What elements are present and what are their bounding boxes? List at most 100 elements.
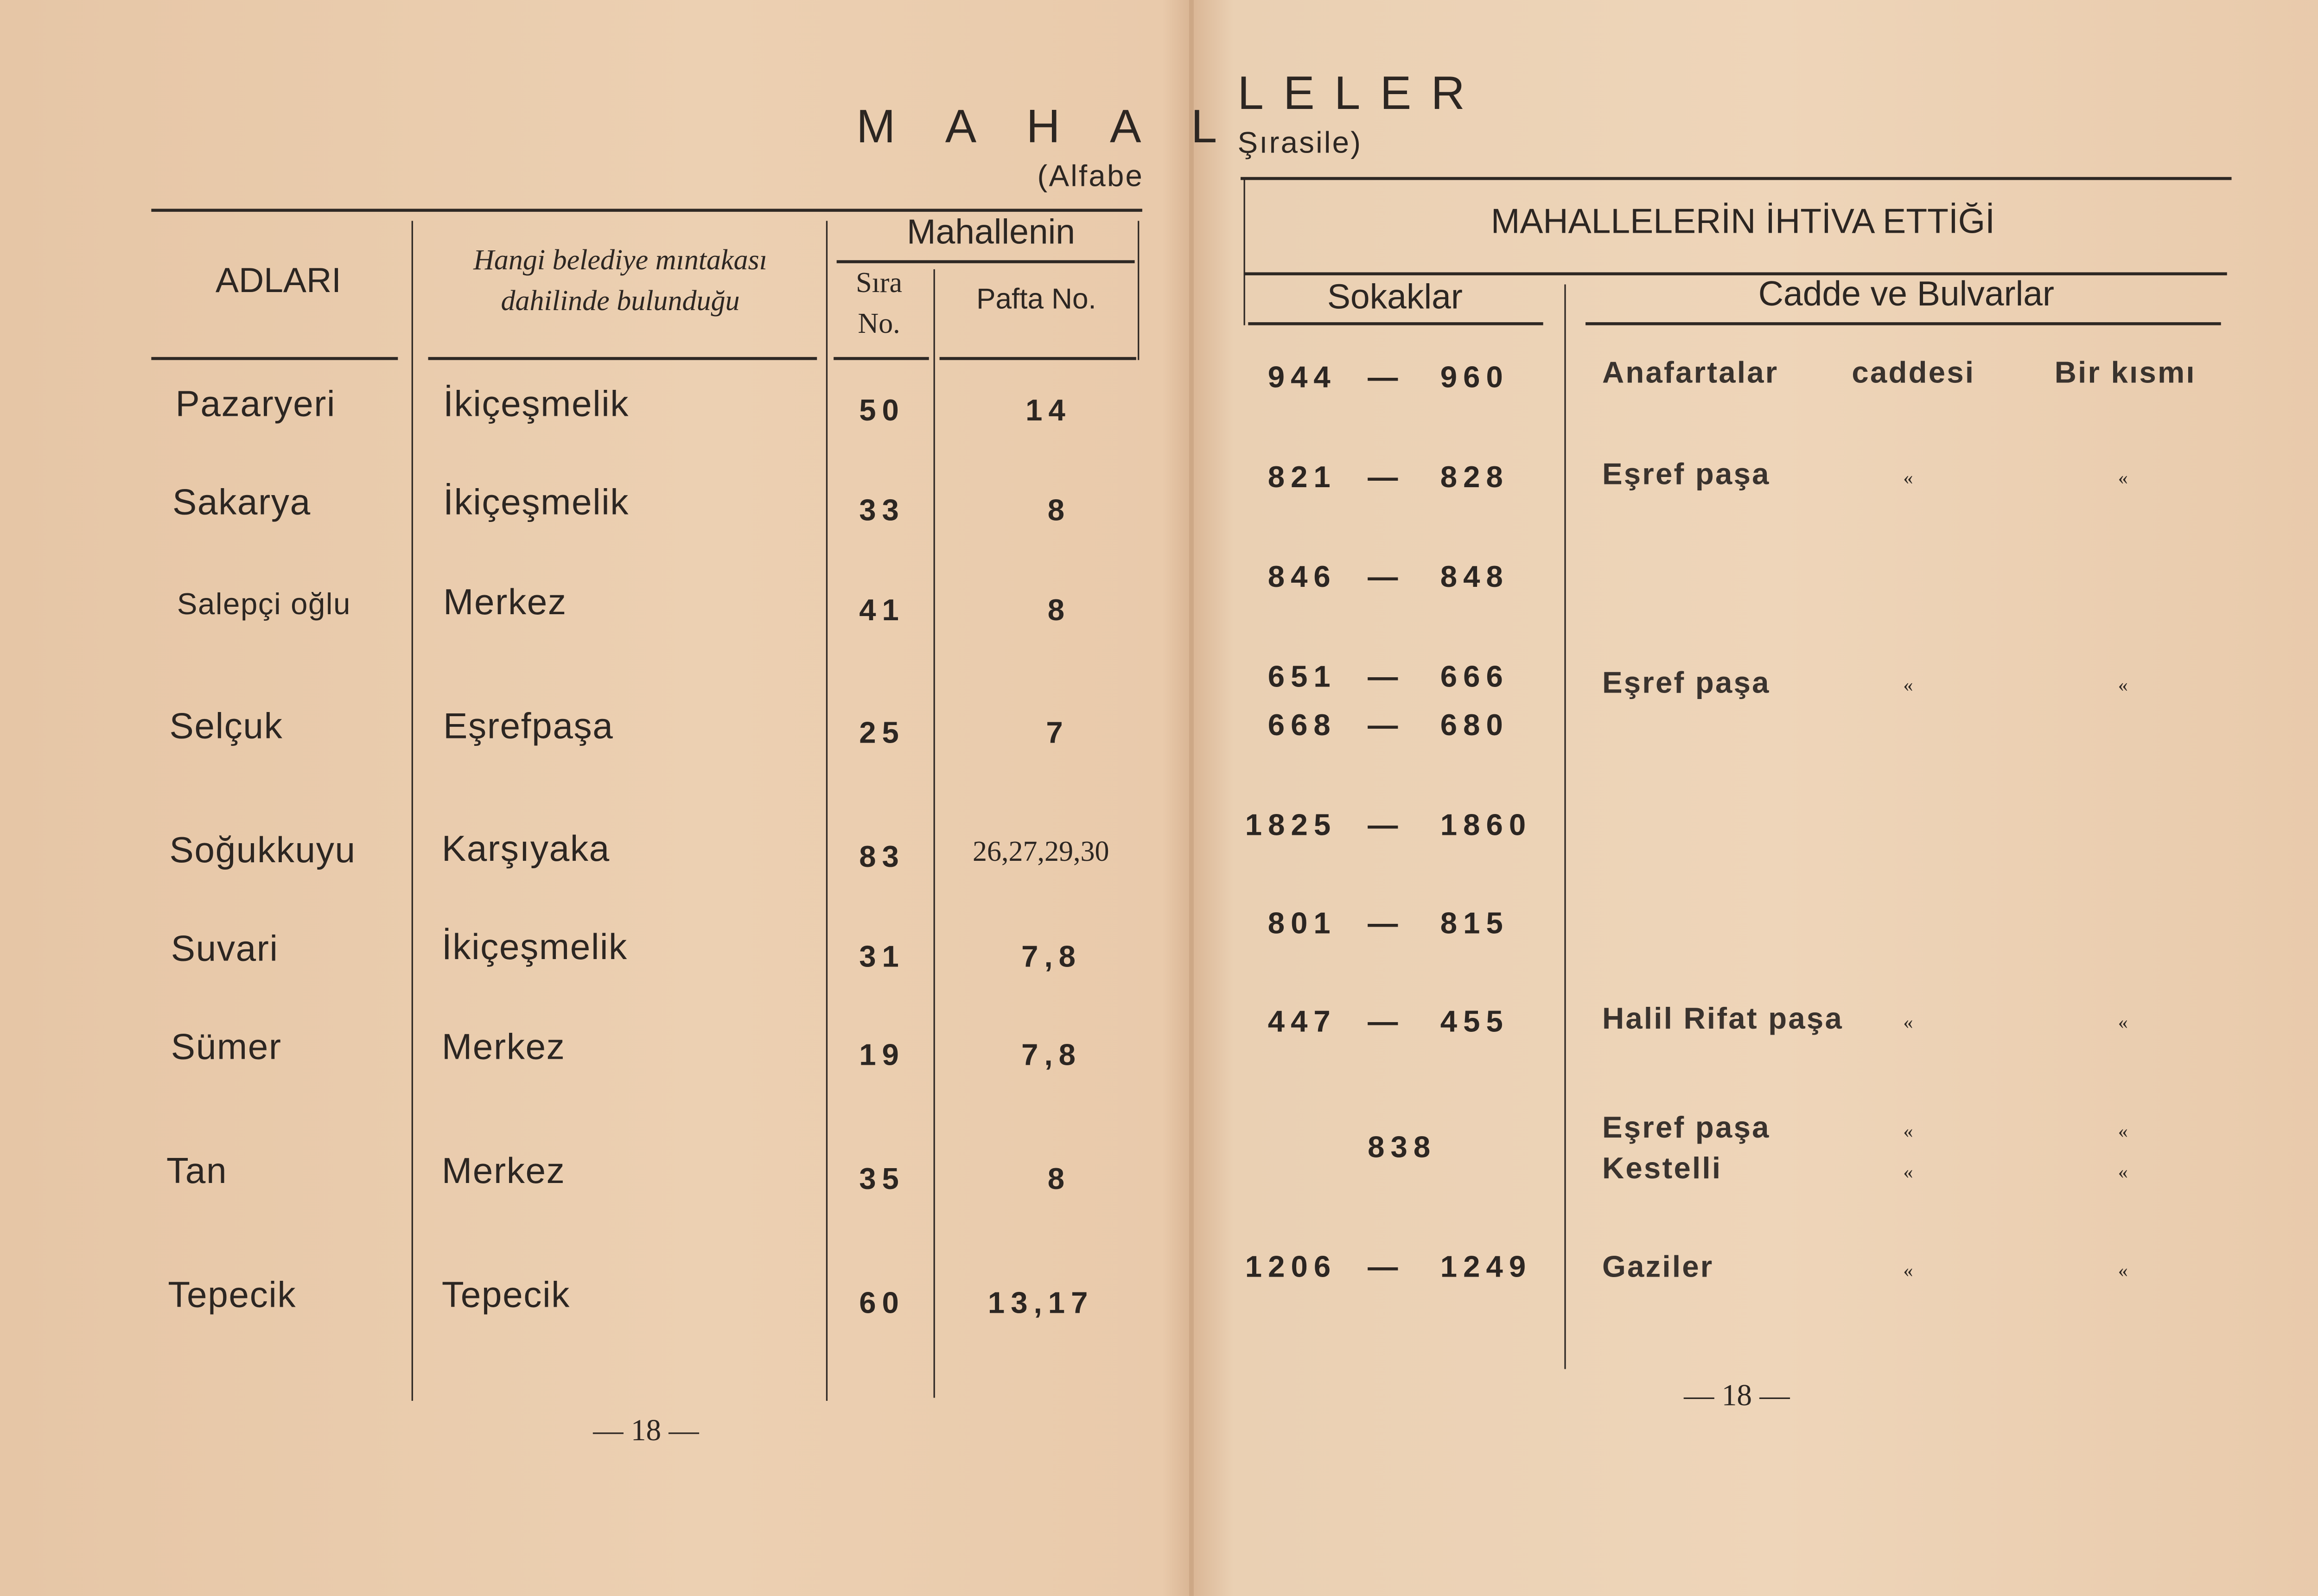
header-sheet: Pafta No.	[976, 284, 1096, 317]
table-top-rule	[151, 209, 1142, 211]
header-avenues: Cadde ve Bulvarlar	[1758, 273, 2055, 313]
order-no: 60	[859, 1287, 905, 1321]
header-group: Mahallenin	[907, 211, 1076, 251]
district: Eşrefpaşa	[443, 706, 614, 748]
ditto-mark: «	[1903, 673, 1913, 696]
order-no: 50	[859, 394, 905, 428]
district: İkiçeşmelik	[441, 927, 628, 968]
neighborhood-name: Salepçi oğlu	[177, 588, 351, 622]
sheet-no: 26,27,29,30	[972, 836, 1109, 869]
header-order-line2: No.	[858, 308, 900, 341]
district: İkiçeşmelik	[443, 384, 630, 426]
avenue-type: caddesi	[1852, 357, 1975, 390]
neighborhood-name: Selçuk	[169, 706, 283, 748]
range-dash: —	[1368, 361, 1404, 395]
title-left-part: M A H A L	[856, 100, 1237, 153]
district: İkiçeşmelik	[443, 483, 630, 524]
street-from: 801	[1267, 908, 1337, 941]
neighborhood-name: Sakarya	[172, 483, 311, 524]
range-dash: —	[1368, 709, 1404, 743]
title-right-part: LELER	[1237, 66, 1485, 120]
order-no: 31	[859, 941, 905, 974]
range-dash: —	[1368, 461, 1404, 495]
header-streets: Sokaklar	[1327, 277, 1463, 317]
ditto-mark: «	[2118, 1160, 2128, 1183]
street-to: 960	[1440, 361, 1509, 395]
avenue-name: Eşref paşa	[1602, 458, 1770, 492]
column-divider	[411, 221, 414, 1401]
column-divider	[933, 269, 936, 1398]
range-dash: —	[1368, 661, 1404, 694]
group-header-rule	[836, 260, 1135, 263]
subtitle-left-part: (Alfabe	[1037, 160, 1144, 194]
avenue-name: Halil Rifat paşa	[1602, 1003, 1844, 1036]
ditto-mark: «	[1903, 1160, 1913, 1183]
range-dash: —	[1368, 809, 1404, 843]
sheet-no: 8	[1047, 594, 1071, 628]
ditto-mark: «	[2118, 1119, 2128, 1142]
order-no: 19	[859, 1039, 905, 1073]
district: Merkez	[443, 582, 567, 623]
district: Merkez	[441, 1151, 566, 1192]
header-bottom-rule	[151, 357, 398, 360]
ditto-mark: «	[1903, 466, 1913, 489]
page-number-left: — 18 —	[593, 1414, 699, 1448]
street-from: 668	[1267, 709, 1337, 743]
ditto-mark: «	[2118, 1010, 2128, 1033]
sheet-no: 13,17	[987, 1287, 1094, 1321]
ditto-mark: «	[2118, 673, 2128, 696]
header-bottom-rule	[834, 357, 929, 360]
street-from: 846	[1267, 561, 1337, 595]
sheet-no: 7,8	[1021, 1039, 1082, 1073]
street-from: 821	[1267, 461, 1337, 495]
street-to: 666	[1440, 661, 1509, 694]
district: Tepecik	[441, 1275, 570, 1316]
street-to: 455	[1440, 1006, 1509, 1039]
avenue-name: Gaziler	[1602, 1251, 1714, 1284]
street-to: 680	[1440, 709, 1509, 743]
sheet-no: 8	[1047, 1163, 1071, 1197]
sheet-no: 7	[1046, 717, 1069, 750]
neighborhood-name: Tepecik	[168, 1275, 297, 1316]
ditto-mark: «	[2118, 1259, 2128, 1282]
header-bottom-rule	[939, 357, 1136, 360]
sheet-no: 8	[1047, 495, 1071, 528]
subtitle-right-part: Şırasile)	[1237, 127, 1363, 160]
header-district-line2: dahilinde bulunduğu	[501, 286, 740, 318]
street-from: 651	[1267, 661, 1337, 694]
street-from: 1825	[1245, 809, 1337, 843]
header-names: ADLARI	[215, 260, 342, 300]
order-no: 83	[859, 841, 905, 875]
order-no: 33	[859, 495, 905, 528]
street-from: 1206	[1245, 1251, 1337, 1284]
header-bottom-rule	[1248, 322, 1543, 325]
street-to: 828	[1440, 461, 1509, 495]
group-header-rule	[1243, 272, 2227, 275]
order-no: 41	[859, 594, 905, 628]
street-from: 447	[1267, 1006, 1337, 1039]
neighborhood-name: Suvari	[171, 928, 279, 970]
avenue-name: Eşref paşa	[1602, 1112, 1770, 1145]
street-to: 848	[1440, 561, 1509, 595]
column-divider	[826, 221, 828, 1401]
order-no: 35	[859, 1163, 905, 1197]
avenue-name: Anafartalar	[1602, 357, 1779, 390]
street-single: 838	[1368, 1132, 1437, 1165]
neighborhood-name: Soğukkuyu	[169, 830, 356, 871]
street-to: 1249	[1440, 1251, 1532, 1284]
box-left-edge	[1243, 178, 1246, 325]
sheet-no: 14	[1025, 394, 1071, 428]
header-bottom-rule	[428, 357, 817, 360]
range-dash: —	[1368, 1006, 1404, 1039]
range-dash: —	[1368, 561, 1404, 595]
table-top-rule	[1240, 177, 2232, 180]
header-order-line1: Sıra	[856, 267, 902, 300]
ditto-mark: «	[1903, 1010, 1913, 1033]
column-divider	[1564, 284, 1567, 1369]
neighborhood-name: Sümer	[171, 1027, 282, 1068]
sheet-no: 7,8	[1021, 941, 1082, 974]
order-no: 25	[859, 717, 905, 750]
avenue-name: Eşref paşa	[1602, 667, 1770, 700]
neighborhood-name: Tan	[166, 1151, 228, 1192]
